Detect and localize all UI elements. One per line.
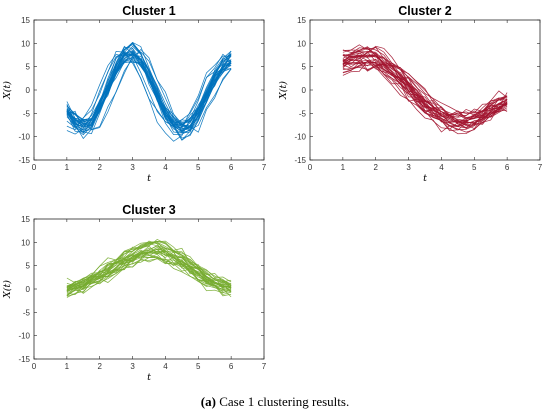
axes-frame [33,19,265,161]
series-line-23 [66,250,232,291]
x-tick-label: 2 [97,362,102,371]
x-tick-label: 3 [130,362,135,371]
x-tick-label: 0 [32,362,37,371]
series-line-27 [66,41,232,126]
series-line-30 [66,241,232,290]
y-tick-label: -5 [23,308,31,317]
series-line-30 [66,46,232,131]
series-line-30 [342,48,508,118]
series-line-15 [66,53,232,129]
series-line-22 [66,241,232,284]
series-line-10 [66,245,232,297]
x-tick-label: 1 [65,362,70,371]
y-tick-label: 5 [302,63,307,72]
series-line-20 [342,50,508,133]
x-axis-label: t [147,173,151,184]
x-tick-label: 5 [472,163,477,172]
x-tick-label: 7 [538,163,543,172]
x-tick-label: 4 [163,163,168,172]
y-axis-label: X(t) [278,81,289,100]
series-line-26 [66,251,232,295]
y-axis-label: X(t) [2,280,13,299]
y-tick-label: -15 [18,156,30,165]
chart-title: Cluster 2 [398,4,452,18]
y-tick-label: 5 [26,63,31,72]
caption-tag: (a) [200,394,216,409]
x-tick-label: 6 [229,163,234,172]
y-tick-label: 15 [21,215,30,224]
chart-title: Cluster 1 [122,4,176,18]
x-tick-label: 1 [341,163,346,172]
y-tick-label: -15 [18,355,30,364]
y-tick-label: 10 [21,238,30,247]
chart-panel-2: 0 1 2 3 4 5 6 7 -15 -10 -5 0 5 10 15 Cluster 2 t X(t) [278,4,543,184]
x-tick-label: 3 [406,163,411,172]
x-tick-label: 7 [262,362,267,371]
figure-caption: (a) Case 1 clustering results. [0,394,550,410]
curve-group [66,238,232,298]
chart-panel-1: 0 1 2 3 4 5 6 7 -15 -10 -5 0 5 10 15 Cluster 1 t X(t) [2,4,267,184]
series-line-27 [342,61,508,130]
y-tick-label: 15 [297,16,306,25]
y-tick-label: -10 [18,332,30,341]
series-line-29 [66,42,232,131]
curve-group [342,44,508,135]
y-tick-label: -5 [299,109,307,118]
series-line-10 [342,46,508,129]
y-tick-label: -10 [18,133,30,142]
chart-panel-3: 0 1 2 3 4 5 6 7 -15 -10 -5 0 5 10 15 Cluster 3 t X(t) [2,203,267,383]
series-line-25 [66,52,232,141]
series-line-25 [66,248,232,290]
x-tick-label: 5 [196,362,201,371]
series-line-28 [66,249,232,290]
series-line-27 [66,253,232,293]
x-tick-label: 5 [196,163,201,172]
y-tick-label: 5 [26,262,31,271]
x-tick-label: 0 [308,163,313,172]
series-line-29 [342,63,508,125]
x-tick-label: 3 [130,163,135,172]
x-tick-label: 1 [65,163,70,172]
x-axis-label: t [147,372,151,383]
chart-title: Cluster 3 [122,203,176,217]
series-line-20 [66,48,232,131]
y-tick-label: -15 [294,156,306,165]
series-line-29 [66,249,232,294]
y-axis-label: X(t) [2,81,13,100]
curve-group [66,41,232,142]
y-tick-label: -5 [23,109,31,118]
series-line-26 [342,54,508,122]
x-tick-label: 2 [373,163,378,172]
x-tick-label: 0 [32,163,37,172]
series-line-28 [66,61,232,128]
y-tick-label: 0 [302,86,307,95]
x-tick-label: 2 [97,163,102,172]
x-tick-label: 7 [262,163,267,172]
series-line-13 [66,51,232,133]
y-tick-label: 10 [297,39,306,48]
y-tick-label: 0 [26,86,31,95]
series-line-5 [342,54,508,120]
y-tick-label: -10 [294,133,306,142]
caption-text: Case 1 clustering results. [215,394,350,409]
x-tick-label: 6 [229,362,234,371]
x-tick-label: 4 [163,362,168,371]
series-line-14 [66,52,232,131]
x-tick-label: 6 [505,163,510,172]
y-tick-label: 10 [21,39,30,48]
series-line-12 [66,243,232,293]
series-line-24 [342,60,508,126]
x-tick-label: 4 [439,163,444,172]
y-tick-label: 0 [26,285,31,294]
x-axis-label: t [423,173,427,184]
series-line-11 [342,51,508,135]
y-tick-label: 15 [21,16,30,25]
